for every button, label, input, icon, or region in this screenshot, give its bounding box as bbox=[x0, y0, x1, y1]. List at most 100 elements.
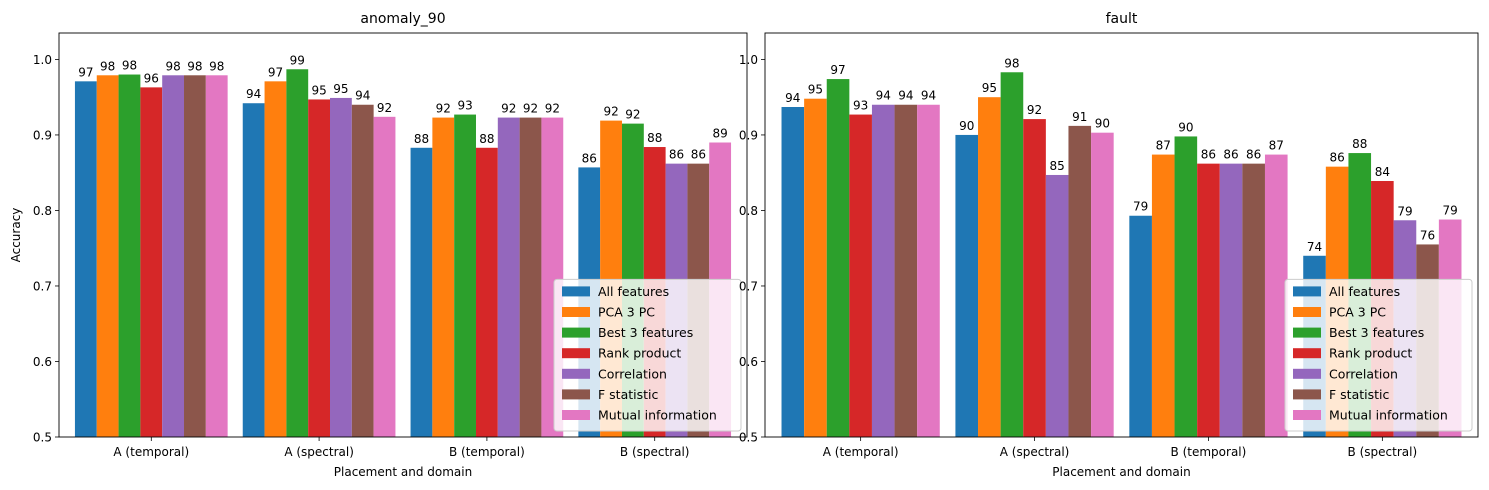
data-label: 94 bbox=[246, 87, 261, 101]
bar bbox=[118, 74, 141, 437]
data-label: 92 bbox=[603, 105, 618, 119]
bar bbox=[1045, 174, 1069, 437]
bar bbox=[1023, 119, 1046, 437]
data-label: 79 bbox=[1443, 204, 1458, 218]
legend-swatch bbox=[562, 327, 590, 338]
data-label: 98 bbox=[122, 59, 137, 73]
data-label: 86 bbox=[1329, 151, 1344, 165]
bar bbox=[373, 116, 396, 437]
legend-label: Best 3 features bbox=[598, 325, 693, 340]
data-label: 88 bbox=[647, 131, 662, 145]
bar bbox=[74, 81, 97, 437]
y-axis-title: Accuracy bbox=[9, 208, 23, 263]
bar bbox=[454, 114, 476, 437]
bar bbox=[432, 117, 455, 437]
bar bbox=[826, 79, 850, 437]
legend-swatch bbox=[1293, 348, 1321, 359]
bar bbox=[286, 69, 309, 437]
bar bbox=[476, 147, 498, 437]
x-tick-label: B (spectral) bbox=[620, 445, 690, 459]
legend-label: Correlation bbox=[1329, 366, 1398, 381]
x-tick-label: A (temporal) bbox=[823, 445, 899, 459]
data-label: 88 bbox=[414, 132, 429, 146]
data-label: 92 bbox=[501, 102, 516, 116]
data-label: 99 bbox=[290, 53, 305, 67]
bar bbox=[1151, 154, 1175, 437]
data-label: 95 bbox=[808, 83, 823, 97]
data-label: 94 bbox=[921, 89, 936, 103]
data-label: 90 bbox=[1095, 117, 1110, 131]
bar bbox=[849, 114, 872, 437]
bar bbox=[96, 75, 119, 437]
y-tick-label: 0.7 bbox=[33, 279, 52, 293]
y-tick-label: 0.9 bbox=[33, 128, 52, 142]
data-label: 79 bbox=[1133, 200, 1148, 214]
legend bbox=[553, 278, 742, 432]
data-label: 86 bbox=[1223, 148, 1238, 162]
data-label: 95 bbox=[982, 81, 997, 95]
data-label: 98 bbox=[100, 59, 115, 73]
bar bbox=[242, 103, 265, 437]
x-axis-title: Placement and domain bbox=[1052, 465, 1190, 479]
data-label: 95 bbox=[311, 83, 326, 97]
bar bbox=[184, 75, 206, 437]
legend-swatch bbox=[562, 389, 590, 400]
legend-swatch bbox=[562, 410, 590, 420]
y-tick-label: 0.6 bbox=[739, 355, 758, 369]
data-label: 95 bbox=[333, 82, 348, 96]
bar bbox=[1091, 132, 1114, 437]
x-axis-title: Placement and domain bbox=[334, 465, 472, 479]
bar bbox=[955, 134, 979, 437]
data-label: 97 bbox=[268, 65, 283, 79]
legend-label: Rank product bbox=[1329, 346, 1412, 361]
data-label: 86 bbox=[669, 148, 684, 162]
bar bbox=[410, 147, 433, 437]
legend-label: Mutual information bbox=[1329, 408, 1448, 423]
axes-frame bbox=[764, 32, 1479, 438]
legend-swatch bbox=[1293, 327, 1321, 338]
bar bbox=[330, 97, 352, 437]
bar bbox=[519, 117, 542, 437]
data-label: 86 bbox=[1201, 148, 1216, 162]
y-tick-label: 0.6 bbox=[33, 355, 52, 369]
bar bbox=[1197, 163, 1220, 437]
y-tick-label: 0.9 bbox=[739, 128, 758, 142]
bar bbox=[1000, 72, 1024, 438]
data-label: 86 bbox=[691, 148, 706, 162]
data-label: 97 bbox=[830, 63, 845, 77]
data-label: 94 bbox=[785, 91, 800, 105]
x-tick-label: A (spectral) bbox=[284, 445, 354, 459]
data-label: 90 bbox=[959, 119, 974, 133]
bar bbox=[308, 99, 330, 437]
y-tick-label: 0.5 bbox=[33, 431, 52, 445]
y-tick-label: 0.8 bbox=[739, 204, 758, 218]
bar bbox=[1264, 154, 1288, 437]
data-label: 96 bbox=[144, 71, 159, 85]
legend-label: Rank product bbox=[598, 346, 681, 361]
legend-swatch bbox=[562, 348, 590, 359]
data-label: 94 bbox=[355, 89, 370, 103]
legend-swatch bbox=[562, 307, 590, 317]
x-tick-label: B (temporal) bbox=[449, 445, 525, 459]
legend-label: F statistic bbox=[598, 387, 658, 402]
y-tick-label: 0.7 bbox=[739, 279, 758, 293]
data-label: 86 bbox=[582, 151, 597, 165]
bar bbox=[140, 87, 163, 438]
data-label: 97 bbox=[78, 65, 93, 79]
bar bbox=[1068, 125, 1092, 437]
data-label: 98 bbox=[187, 59, 202, 73]
legend-swatch bbox=[1293, 410, 1321, 420]
bar bbox=[205, 75, 228, 437]
bar bbox=[1129, 215, 1152, 437]
bar bbox=[1219, 163, 1243, 437]
data-label: 85 bbox=[1050, 159, 1065, 173]
x-tick-label: A (temporal) bbox=[113, 445, 189, 459]
bar bbox=[781, 107, 805, 437]
data-label: 92 bbox=[1027, 103, 1042, 117]
axes-frame bbox=[58, 32, 748, 438]
y-tick-label: 1.0 bbox=[739, 53, 758, 67]
data-label: 93 bbox=[853, 99, 868, 113]
data-label: 94 bbox=[876, 89, 891, 103]
legend-label: All features bbox=[1329, 284, 1400, 299]
